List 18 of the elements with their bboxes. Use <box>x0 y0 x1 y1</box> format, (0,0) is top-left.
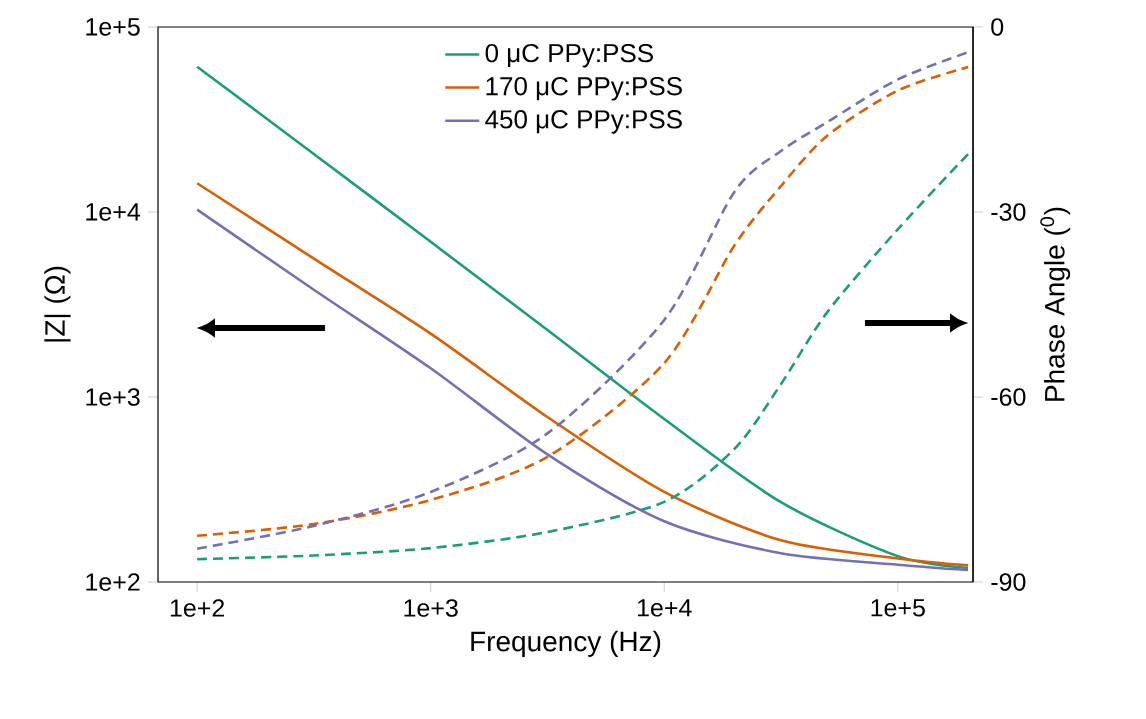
y2-tick-label: -60 <box>991 388 1026 406</box>
x-axis-title: Frequency (Hz) <box>471 630 661 657</box>
y-tick-label: 1e+4 <box>86 203 141 221</box>
x-tick-label: 1e+3 <box>404 599 458 617</box>
y2-axis-title: Phase Angle ($^{0}$) <box>1040 207 1071 401</box>
x-tick-label: 1e+5 <box>871 599 925 617</box>
y-tick-label: 1e+2 <box>86 573 140 591</box>
x-tick-label: 1e+4 <box>637 599 692 617</box>
y2-tick-label: -30 <box>991 203 1026 221</box>
legend-label: 450 μC PPy:PSS <box>485 110 682 134</box>
x-tick-label: 1e+2 <box>170 599 225 617</box>
y2-tick-label: 0 <box>991 18 1004 36</box>
y2-tick-label: -90 <box>991 573 1026 591</box>
y-axis-title: |Z| (Ω) <box>44 266 71 342</box>
y-tick-label: 1e+5 <box>86 18 140 36</box>
legend-label: 170 μC PPy:PSS <box>486 76 682 101</box>
y-tick-label: 1e+3 <box>86 388 140 406</box>
legend-label: 0 μC PPy:PSS <box>485 43 653 68</box>
